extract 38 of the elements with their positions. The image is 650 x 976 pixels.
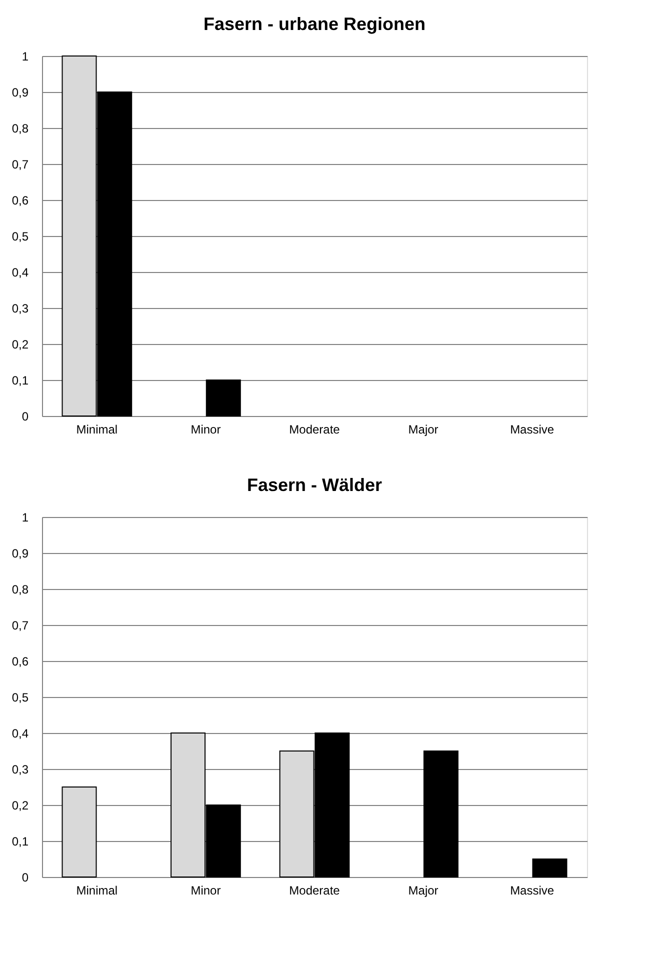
y-tick-label: 0,3 xyxy=(12,302,29,316)
y-tick-label: 0 xyxy=(22,410,29,424)
y-tick-label: 0,7 xyxy=(12,158,29,172)
x-tick-label: Major xyxy=(408,884,438,898)
y-tick-label: 0,2 xyxy=(12,338,29,352)
y-tick-label: 0,1 xyxy=(12,834,29,848)
x-tick-label: Minimal xyxy=(76,422,118,436)
y-tick-label: 0,4 xyxy=(12,266,29,280)
y-tick-label: 0,8 xyxy=(12,582,29,596)
y-tick-label: 0 xyxy=(22,870,29,884)
y-tick-label: 1 xyxy=(22,50,29,64)
y-tick-label: 1 xyxy=(22,510,29,524)
y-tick-label: 0,1 xyxy=(12,374,29,388)
x-tick-label: Major xyxy=(408,422,438,436)
y-tick-label: 0,9 xyxy=(12,86,29,100)
x-tick-label: Massive xyxy=(510,422,554,436)
chart-title: Fasern - Wälder xyxy=(246,475,382,495)
bar xyxy=(62,786,97,878)
bar xyxy=(206,380,241,416)
y-tick-label: 0,6 xyxy=(12,194,29,208)
x-tick-label: Moderate xyxy=(289,422,340,436)
y-tick-label: 0,5 xyxy=(12,690,29,704)
y-tick-label: 0,4 xyxy=(12,726,29,740)
x-tick-label: Minor xyxy=(190,422,221,436)
chart-title: Fasern - urbane Regionen xyxy=(203,14,426,34)
y-tick-label: 0,7 xyxy=(12,618,29,632)
y-tick-label: 0,2 xyxy=(12,798,29,812)
y-tick-label: 0,6 xyxy=(12,654,29,668)
x-tick-label: Moderate xyxy=(289,884,340,898)
y-tick-label: 0,5 xyxy=(12,230,29,244)
y-tick-label: 0,8 xyxy=(12,122,29,136)
y-tick-label: 0,9 xyxy=(12,546,29,560)
y-tick-label: 0,3 xyxy=(12,762,29,776)
x-tick-label: Minor xyxy=(190,884,221,898)
bar xyxy=(532,858,568,878)
x-tick-label: Minimal xyxy=(76,884,118,898)
bar xyxy=(423,750,458,878)
x-tick-label: Massive xyxy=(510,884,554,898)
